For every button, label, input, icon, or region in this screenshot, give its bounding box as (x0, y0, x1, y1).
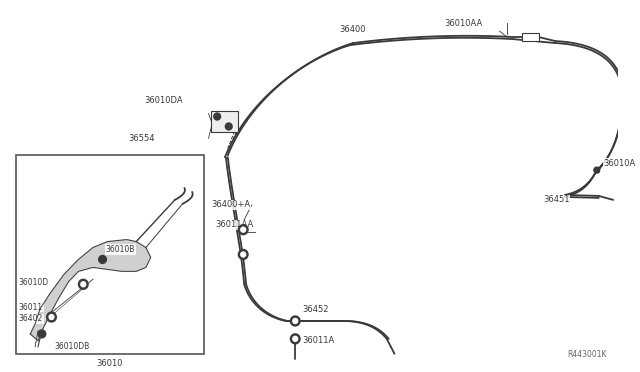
Text: 36402: 36402 (19, 314, 43, 324)
Circle shape (47, 312, 56, 322)
Text: 36010DB: 36010DB (54, 342, 90, 351)
Circle shape (81, 282, 86, 287)
Text: 36400+A: 36400+A (211, 201, 250, 209)
Bar (522, 33, 539, 41)
Bar (16, 155, 204, 354)
Text: 36451: 36451 (543, 195, 570, 204)
Circle shape (99, 256, 106, 263)
Bar (211, 110, 238, 132)
Text: 36010D: 36010D (19, 278, 49, 287)
Circle shape (291, 316, 300, 326)
Text: 36554: 36554 (129, 134, 155, 143)
Circle shape (241, 227, 246, 232)
Text: 36400: 36400 (340, 25, 366, 34)
Circle shape (214, 113, 221, 120)
Text: 36011A: 36011A (302, 336, 334, 345)
Text: R443001K: R443001K (567, 350, 607, 359)
Text: 36010A: 36010A (604, 159, 636, 168)
Circle shape (291, 334, 300, 344)
Text: 36011: 36011 (19, 302, 43, 312)
Text: 36011AA: 36011AA (216, 220, 254, 229)
Circle shape (38, 330, 45, 338)
Circle shape (49, 315, 54, 320)
Circle shape (238, 225, 248, 235)
Text: 36010: 36010 (96, 359, 122, 368)
Circle shape (241, 252, 246, 257)
Text: 36452: 36452 (302, 305, 328, 314)
Circle shape (594, 167, 600, 173)
Circle shape (225, 123, 232, 130)
Circle shape (238, 250, 248, 259)
Text: 36010AA: 36010AA (445, 19, 483, 28)
Text: 36010B: 36010B (106, 245, 135, 254)
Polygon shape (30, 240, 151, 341)
Circle shape (79, 279, 88, 289)
Circle shape (293, 318, 298, 324)
Text: 36010DA: 36010DA (144, 96, 182, 105)
Circle shape (293, 336, 298, 341)
